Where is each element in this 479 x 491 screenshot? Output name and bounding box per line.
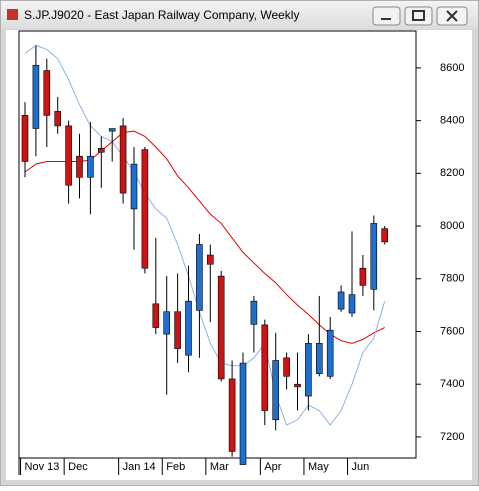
candle-body (152, 303, 160, 328)
candle-body (185, 300, 192, 356)
y-tick-label: 7200 (440, 431, 464, 443)
candle-body (207, 254, 214, 265)
plot-area (18, 30, 417, 459)
y-tick-label: 7600 (440, 325, 464, 337)
candle-body (337, 291, 345, 310)
candle-body (272, 360, 280, 421)
x-tick-label: Apr (264, 461, 281, 473)
minimize-button[interactable] (372, 6, 401, 26)
candle-body (305, 343, 312, 397)
maximize-button[interactable] (404, 6, 433, 26)
moving-average-line (24, 130, 385, 344)
y-tick-label: 8400 (440, 115, 464, 127)
moving-average-line (24, 44, 386, 426)
candle-body (163, 311, 170, 335)
x-tick-label: Feb (166, 461, 185, 473)
y-tick-label: 7400 (440, 378, 464, 390)
candle-body (108, 128, 116, 132)
x-tick-label: Mar (210, 461, 229, 473)
y-tick-label: 8200 (440, 167, 464, 179)
y-tick-label: 8000 (440, 220, 464, 232)
candle-body (21, 115, 29, 162)
candle-body (174, 311, 181, 349)
candle-body (98, 147, 105, 153)
candle-body (130, 163, 138, 210)
candle-body (228, 378, 236, 452)
x-tick-label: Jun (352, 461, 370, 473)
candle-body (43, 70, 51, 116)
x-tick-label: Dec (68, 461, 88, 473)
candle-body (315, 343, 323, 374)
candle-body (370, 223, 378, 290)
window-buttons[interactable] (372, 6, 468, 26)
window-title: S.JP.J9020 - East Japan Railway Company,… (24, 8, 299, 22)
candle-body (359, 267, 367, 286)
y-tick-label: 8600 (440, 62, 464, 74)
y-tick-label: 7800 (440, 273, 464, 285)
candle-body (250, 300, 258, 325)
candle-body (87, 155, 94, 178)
candle-body (239, 362, 247, 465)
candle-body (294, 383, 301, 388)
candle-body (348, 294, 356, 314)
candle-body (217, 275, 225, 380)
x-tick-label: Nov 13 (25, 461, 60, 473)
x-tick-label: Jan 14 (123, 461, 156, 473)
candle-body (32, 64, 40, 129)
candle-body (283, 357, 290, 377)
candle-body (54, 111, 62, 127)
candle-body (119, 125, 127, 194)
candle-body (326, 329, 334, 377)
candle-body (196, 244, 203, 311)
x-tick-label: May (308, 461, 329, 473)
candle-body (381, 228, 389, 243)
candle-body (261, 324, 269, 411)
candle-body (65, 125, 72, 186)
window-icon (7, 9, 18, 20)
candle-body (76, 155, 83, 178)
candle-body (141, 149, 149, 269)
